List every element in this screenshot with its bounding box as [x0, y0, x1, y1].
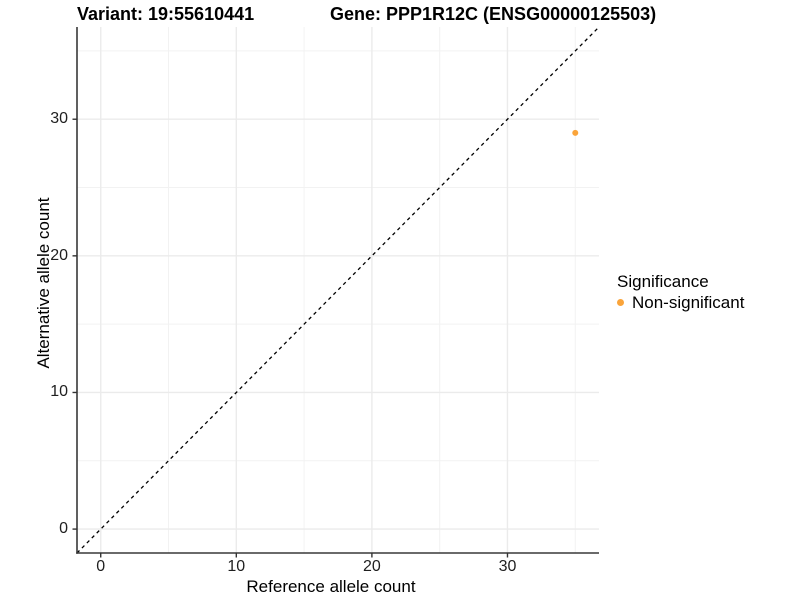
- y-tick-label: 20: [50, 246, 68, 264]
- identity-dashed-line: [76, 26, 600, 554]
- legend-key-dot-icon: [617, 299, 624, 306]
- y-tick-label: 10: [50, 383, 68, 401]
- plot-title-variant: Variant: 19:55610441: [77, 4, 255, 24]
- legend-item-label: Non-significant: [632, 292, 745, 312]
- y-tick-label: 30: [50, 110, 68, 128]
- data-point: [572, 129, 579, 136]
- x-tick-label: 30: [498, 558, 517, 575]
- legend: Significance Non-significant: [617, 272, 744, 313]
- plot-title-gene: Gene: PPP1R12C (ENSG00000125503): [330, 4, 657, 24]
- x-tick-label: 10: [227, 558, 246, 575]
- x-axis-title: Reference allele count: [246, 577, 416, 596]
- legend-item: Non-significant: [617, 292, 744, 313]
- legend-items: Non-significant: [617, 292, 744, 313]
- legend-title: Significance: [617, 272, 709, 291]
- y-tick-label: 0: [59, 520, 68, 538]
- y-axis-title: Alternative allele count: [34, 197, 53, 369]
- x-tick-label: 0: [96, 558, 106, 575]
- x-tick-label: 20: [362, 558, 381, 575]
